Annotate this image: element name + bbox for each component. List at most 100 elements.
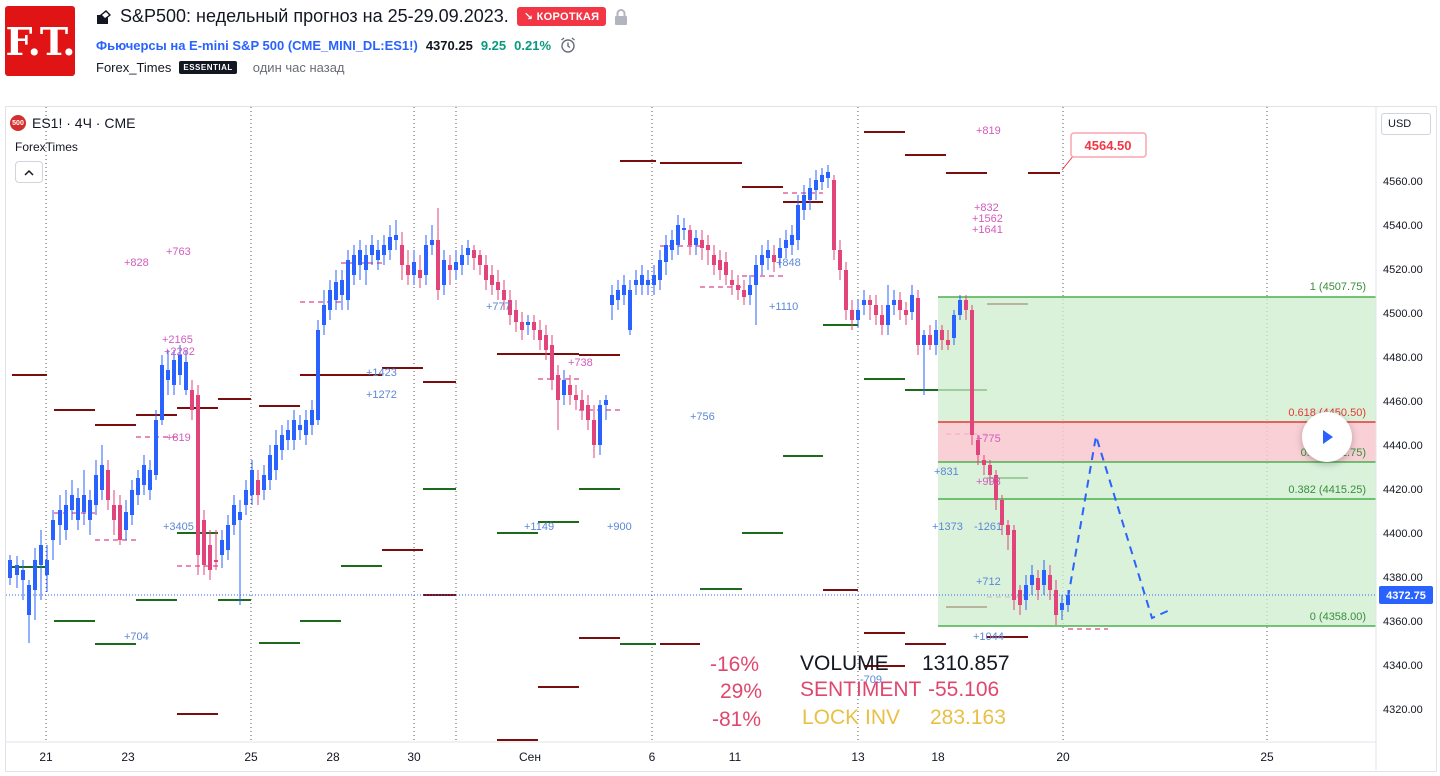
candle-body [1060, 603, 1064, 610]
candle-body [640, 275, 644, 285]
candle-body [400, 245, 404, 265]
candle-body [736, 285, 740, 290]
candle-body [70, 495, 74, 510]
play-replay-button[interactable] [1302, 412, 1352, 462]
candle-body [454, 262, 458, 270]
candle-body [346, 260, 350, 300]
indicator-name[interactable]: ForexTimes [15, 140, 78, 154]
symbol-change-pct: 0.21% [514, 37, 552, 53]
candle-body [544, 335, 548, 350]
candle-body [664, 245, 668, 262]
candle-body [742, 290, 746, 297]
symbol-code: (CME_MINI_DL:ES1!) [287, 37, 418, 53]
time-tick-label: 25 [244, 750, 258, 764]
candle-body [136, 478, 140, 495]
candle-body [478, 255, 482, 265]
candle-body [502, 290, 506, 300]
candle-body [310, 410, 314, 425]
symbol-price: 4370.25 [425, 37, 473, 53]
fib-label-0: 0 (4358.00) [1310, 611, 1366, 623]
price-tick-label: 4500.00 [1383, 308, 1423, 320]
symbol-link[interactable]: Фьючерсы на E-mini S&P 500 (CME_MINI_DL:… [96, 38, 418, 53]
essential-badge: ESSENTIAL [179, 61, 237, 74]
currency-selector[interactable]: USD [1381, 113, 1431, 135]
time-axis[interactable]: 21 23 25 28 30 Сен 6 11 13 18 20 25 [39, 750, 1274, 764]
candle-body [1018, 590, 1022, 605]
candle-body [508, 300, 512, 315]
candle-body [166, 370, 170, 380]
candle-body [808, 188, 812, 200]
candle-body [436, 240, 440, 290]
time-tick-label: 30 [407, 750, 421, 764]
candle-body [586, 405, 590, 420]
candle-body [21, 570, 25, 580]
stat-sentiment-value: -55.106 [928, 678, 1000, 701]
short-badge: ↘ КОРОТКАЯ [516, 7, 607, 26]
candle-body [118, 505, 122, 540]
candle-body [15, 565, 19, 575]
candle-body [652, 275, 656, 285]
candle-body [45, 560, 49, 575]
fib-green-zone-top [938, 297, 1376, 422]
candle-body [616, 290, 620, 300]
candle-body [148, 470, 152, 490]
candle-body [670, 240, 674, 250]
brand-logo[interactable]: F.T. [5, 6, 76, 76]
author-row: Forex_Times ESSENTIAL один час назад [96, 60, 345, 75]
volume-annotation-blue: -709 [860, 674, 882, 686]
candle-body [376, 250, 380, 260]
volume-annotation-blue: +831 [934, 466, 959, 478]
chart-legend[interactable]: 500 ES1! · 4Ч · CME [10, 115, 135, 131]
candle-body [178, 355, 182, 375]
chart-area[interactable] [5, 106, 1437, 772]
candle-body [58, 510, 62, 525]
author-name[interactable]: Forex_Times [96, 60, 172, 75]
candle-body [568, 385, 572, 395]
volume-annotation-blue: +1272 [366, 389, 397, 401]
alarm-clock-icon[interactable] [559, 36, 577, 54]
last-price-tag [1379, 586, 1433, 604]
candle-body [1066, 595, 1070, 605]
idea-title-row: S&P500: недельный прогноз на 25-29.09.20… [96, 6, 628, 27]
volume-annotation-blue: +848 [776, 257, 801, 269]
stat-lock-label: LOCK INV [802, 706, 901, 729]
idea-title: S&P500: недельный прогноз на 25-29.09.20… [120, 6, 509, 26]
volume-annotation-pink: +819 [166, 432, 191, 444]
candle-body [334, 282, 338, 300]
chart-idea-icon [97, 9, 111, 24]
price-tick-label: 4360.00 [1383, 616, 1423, 628]
candle-body [928, 335, 932, 345]
collapse-legend-button[interactable] [15, 161, 43, 183]
last-price-value: 4372.75 [1386, 590, 1426, 602]
candle-body [82, 495, 86, 512]
candle-body [562, 380, 566, 395]
candle-body [760, 255, 764, 265]
candle-body [466, 248, 470, 255]
price-axis[interactable]: 4560.00 4540.00 4520.00 4500.00 4480.00 4460.… [1383, 176, 1423, 716]
candle-body [484, 265, 488, 280]
forecast-path[interactable] [1067, 435, 1171, 620]
volume-annotation-blue: +900 [607, 521, 632, 533]
play-icon [1323, 430, 1333, 444]
candle-body [394, 235, 398, 240]
candle-body [982, 460, 986, 465]
candle-body [274, 445, 278, 470]
candle-body [916, 298, 920, 345]
candle-body [832, 180, 836, 250]
time-tick-label: 28 [326, 750, 340, 764]
candle-body [526, 322, 530, 325]
publish-time: один час назад [252, 60, 345, 75]
target-label-box[interactable] [1070, 132, 1147, 158]
candle-body [172, 360, 176, 385]
candle-body [202, 520, 206, 565]
candle-body [292, 420, 296, 440]
candle-body [112, 505, 116, 520]
candle-body [724, 262, 728, 275]
volume-annotations: +704 +3405 +1272 +1423 +777 +1149 +900 +756 +111… [124, 125, 1004, 686]
candle-body [580, 400, 584, 410]
price-tick-label: 4480.00 [1383, 352, 1423, 364]
candle-body [772, 255, 776, 262]
candle-body [1000, 500, 1004, 525]
fibonacci-zone[interactable]: 1 (4507.75) 0.618 (4450.50) 0.5 (4432.75… [938, 281, 1376, 627]
